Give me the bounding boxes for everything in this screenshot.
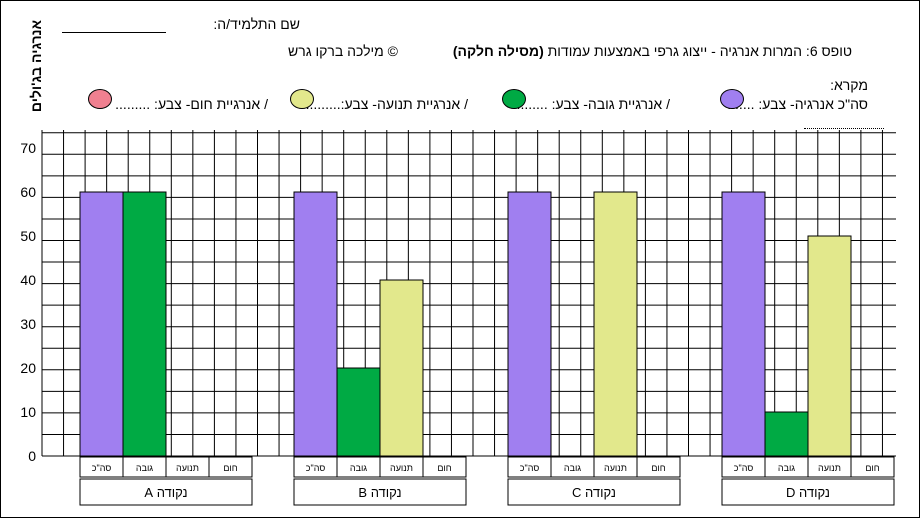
bar xyxy=(807,235,852,457)
bar-label: חום xyxy=(223,463,237,473)
category-label: נקודה C xyxy=(572,485,616,500)
y-tick-label: 0 xyxy=(28,448,36,464)
legend-heat-swatch xyxy=(88,89,112,109)
legend-motion-swatch xyxy=(290,89,314,109)
bar-label-cell xyxy=(422,456,467,478)
bar-label-cell xyxy=(636,456,681,478)
legend-dotted-line xyxy=(804,128,884,129)
category-label: נקודה D xyxy=(786,485,830,500)
legend-total-swatch xyxy=(720,89,744,109)
bar xyxy=(764,411,809,457)
legend-height-swatch xyxy=(502,89,526,109)
y-tick-label: 20 xyxy=(20,360,36,376)
bar xyxy=(721,191,766,457)
student-name-field[interactable] xyxy=(62,32,166,33)
bar xyxy=(293,191,338,457)
title-text: טופס 6: המרות אנרגיה - ייצוג גרפי באמצעו… xyxy=(543,43,852,59)
title-bold-text: (מסילה חלקה) xyxy=(452,43,544,59)
category-label: נקודה B xyxy=(358,485,401,500)
legend-height-text: / אנרגיית גובה- צבע: ......... xyxy=(512,96,670,112)
legend-motion-text: / אנרגיית תנועה- צבע:......... xyxy=(305,96,468,112)
bar-label: תנועה xyxy=(818,463,841,473)
bar-label: סה"כ xyxy=(734,463,754,473)
copyright-text: © מילכה ברקו גרש xyxy=(288,43,398,59)
group-label-box xyxy=(507,478,681,506)
bar-label: גובה xyxy=(778,463,795,473)
y-tick-label: 10 xyxy=(20,404,36,420)
group-label-box xyxy=(721,478,895,506)
group-label-box xyxy=(79,478,253,506)
legend-heat-text: / אנרגיית חום- צבע: ......... xyxy=(115,96,268,112)
bar-label-cell xyxy=(850,456,895,478)
y-tick-label: 40 xyxy=(20,272,36,288)
worksheet-title: טופס 6: המרות אנרגיה - ייצוג גרפי באמצעו… xyxy=(453,43,852,59)
y-tick-label: 30 xyxy=(20,316,36,332)
student-name-label: שם התלמיד/ה: xyxy=(213,16,300,32)
bar-label: גובה xyxy=(564,463,581,473)
bar-label: חום xyxy=(651,463,665,473)
bar-label: גובה xyxy=(136,463,153,473)
bar-label-cell xyxy=(208,456,253,478)
bar xyxy=(122,191,167,457)
bar-label: חום xyxy=(437,463,451,473)
bar-label: תנועה xyxy=(604,463,627,473)
y-tick-label: 60 xyxy=(20,184,36,200)
bar-label: סה"כ xyxy=(306,463,326,473)
bar xyxy=(507,191,552,457)
bar-label: סה"כ xyxy=(92,463,112,473)
bar xyxy=(79,191,124,457)
bar-label: תנועה xyxy=(176,463,199,473)
category-label: נקודה A xyxy=(144,485,187,500)
bar-label: גובה xyxy=(350,463,367,473)
bar xyxy=(379,279,424,457)
bar xyxy=(336,367,381,457)
bar-label: חום xyxy=(865,463,879,473)
bar xyxy=(593,191,638,457)
bar-label: סה"כ xyxy=(520,463,540,473)
y-tick-label: 70 xyxy=(20,140,36,156)
group-label-box xyxy=(293,478,467,506)
legend-total-text: סה"כ אנרגיה- צבע: ....... xyxy=(727,96,868,112)
bar-label: תנועה xyxy=(390,463,413,473)
grid-lines xyxy=(41,130,896,457)
legend-heading: מקרא: xyxy=(830,77,868,93)
y-tick-label: 50 xyxy=(20,228,36,244)
